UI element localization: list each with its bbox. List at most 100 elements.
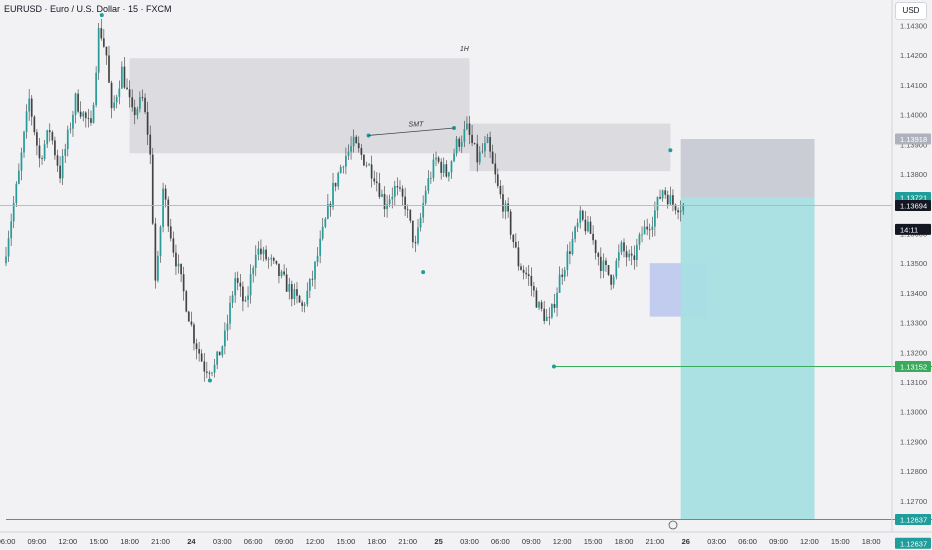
candle-body	[162, 188, 164, 227]
candle-body	[283, 271, 285, 275]
candle	[198, 342, 201, 362]
candle-body	[491, 151, 494, 164]
candle	[262, 246, 265, 262]
candle	[23, 130, 25, 158]
candle-body	[605, 260, 607, 266]
candle-body	[494, 163, 497, 175]
clock-icon	[668, 520, 678, 530]
candle-body	[205, 371, 208, 373]
candle-body	[229, 302, 231, 324]
time-tick-label: 26	[682, 537, 690, 546]
time-tick-label: 03:00	[707, 537, 726, 546]
candle	[411, 220, 414, 249]
candle	[553, 293, 556, 313]
candle-body	[17, 170, 20, 184]
candle-body	[437, 157, 440, 162]
candle	[254, 245, 257, 277]
candle	[486, 133, 489, 144]
price-label-text: 1.13152	[900, 363, 927, 372]
candle	[128, 80, 131, 108]
candle-body	[463, 129, 466, 142]
candle	[417, 219, 419, 246]
candle-body	[280, 271, 283, 276]
candle	[522, 265, 525, 280]
candle-body	[535, 290, 538, 308]
candle-body	[607, 265, 610, 275]
candle	[92, 102, 95, 124]
candle-body	[672, 195, 674, 205]
swing-marker	[99, 13, 104, 18]
candle	[342, 165, 345, 174]
candle-body	[326, 203, 329, 219]
supply-zone	[129, 58, 470, 154]
candle	[363, 154, 365, 167]
candle	[177, 254, 180, 274]
candle	[527, 264, 530, 286]
currency-button[interactable]: USD	[895, 2, 927, 20]
candle-body	[453, 153, 455, 162]
price-label-box	[895, 133, 931, 145]
candle-body	[61, 155, 64, 179]
candle	[514, 233, 517, 249]
candle	[654, 201, 656, 237]
candle	[169, 218, 172, 242]
candles	[5, 18, 685, 382]
candle-body	[635, 244, 638, 261]
candle-body	[617, 252, 620, 261]
candle	[365, 161, 368, 168]
candle	[154, 217, 157, 289]
candle	[630, 246, 633, 266]
candle	[46, 129, 49, 149]
candle-body	[363, 154, 365, 166]
candle	[607, 265, 610, 277]
candle	[218, 351, 221, 356]
candle-body	[306, 290, 309, 305]
candle	[352, 129, 355, 153]
candle	[651, 216, 654, 237]
candle-body	[368, 164, 370, 166]
target-zone	[680, 197, 815, 520]
price-tick-label: 1.13400	[900, 289, 927, 298]
candle	[566, 244, 569, 277]
candle	[205, 361, 208, 379]
candle	[512, 234, 515, 248]
price-tick-label: 1.14000	[900, 111, 927, 120]
candle-body	[517, 247, 520, 267]
candle-body	[20, 152, 23, 171]
candle	[105, 46, 108, 65]
candle	[401, 185, 404, 206]
price-label-box	[895, 223, 931, 235]
candle-body	[260, 248, 262, 255]
candle	[164, 184, 167, 208]
candle	[187, 310, 190, 322]
candle-body	[290, 284, 293, 299]
candle	[345, 147, 347, 175]
time-tick-label: 03:00	[213, 537, 232, 546]
candle	[149, 125, 152, 165]
candle-body	[556, 292, 558, 308]
time-tick-label: 09:00	[275, 537, 294, 546]
candle	[620, 240, 623, 256]
candle-body	[59, 165, 61, 179]
candle	[311, 270, 314, 287]
time-tick-label: 18:00	[862, 537, 881, 546]
candle	[535, 287, 538, 308]
candle	[594, 239, 597, 260]
candle-body	[36, 132, 38, 146]
candle-body	[25, 111, 28, 132]
candle-body	[211, 372, 213, 374]
candle-body	[185, 291, 188, 312]
candle-body	[195, 343, 198, 350]
candle-body	[90, 118, 92, 123]
candle	[435, 151, 437, 167]
candle-body	[100, 28, 103, 39]
candle-body	[139, 97, 141, 109]
candle	[532, 281, 535, 297]
time-axis: 06:00 09:00 12:00 15:00 18:00 21:00 24 03:00 06:…	[0, 531, 932, 546]
candle	[427, 170, 430, 194]
candle-body	[520, 266, 522, 270]
stop-zone	[680, 139, 815, 198]
candle-body	[659, 196, 661, 199]
